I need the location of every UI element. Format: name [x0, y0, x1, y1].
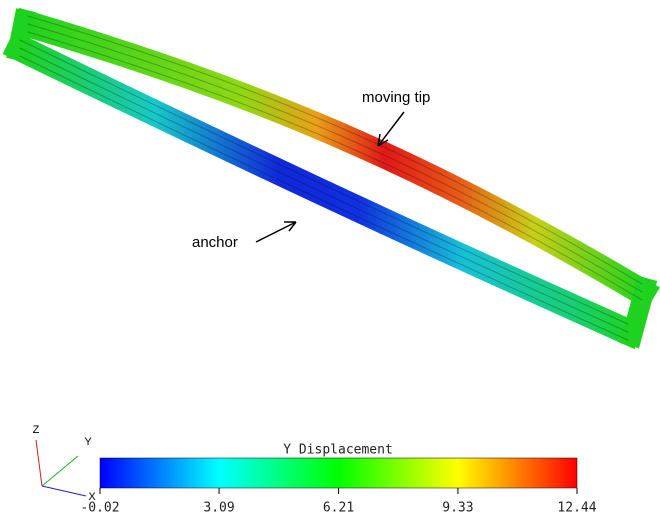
- tick-label: 3.09: [203, 501, 234, 516]
- annotation: anchor: [192, 234, 238, 251]
- axis-label: Y: [84, 436, 92, 448]
- colorbar-title: Y Displacement: [283, 443, 393, 458]
- tick-label: -0.02: [80, 501, 119, 516]
- axis-triad: Z Y X: [33, 424, 97, 503]
- colorbar: [99, 457, 578, 489]
- tick-label: 9.33: [442, 501, 473, 516]
- arrow: [255, 221, 297, 243]
- tick-label: 6.21: [323, 501, 354, 516]
- arrow: [377, 111, 405, 147]
- axis-label: X: [88, 491, 96, 503]
- annotation: moving tip: [362, 89, 430, 106]
- beam-model: [2, 7, 660, 350]
- tick-label: 12.44: [557, 501, 596, 516]
- axis-label: Z: [33, 424, 40, 436]
